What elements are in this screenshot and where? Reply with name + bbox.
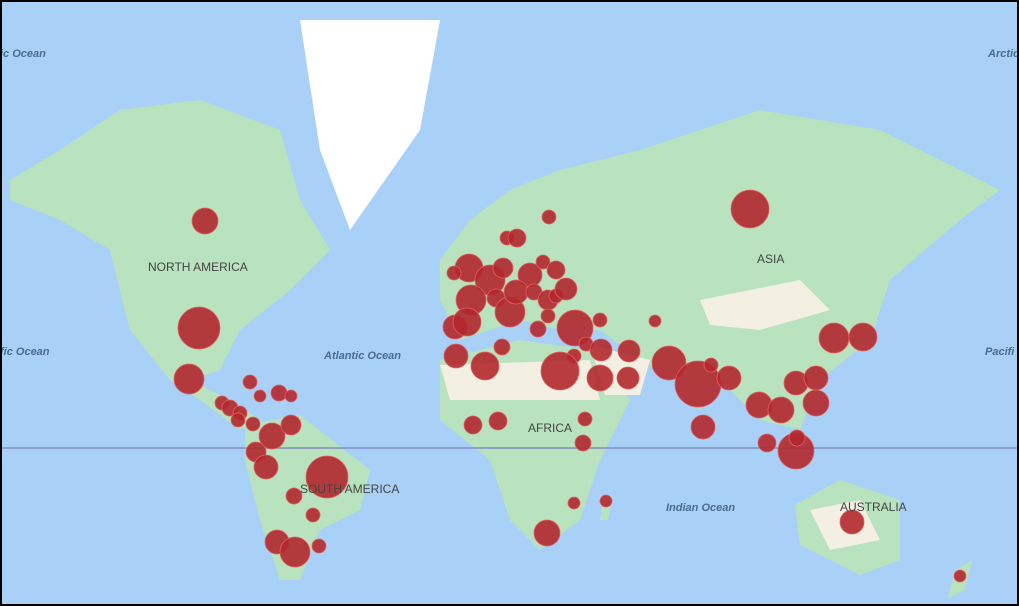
- greenland: [300, 20, 440, 230]
- bubble[interactable]: [535, 254, 551, 270]
- bubble[interactable]: [953, 569, 967, 583]
- bubble[interactable]: [586, 364, 614, 392]
- bubble[interactable]: [492, 257, 514, 279]
- bubble[interactable]: [529, 320, 547, 338]
- bubble[interactable]: [446, 265, 462, 281]
- ocean-label: Pacifi: [985, 346, 1015, 358]
- bubble[interactable]: [703, 357, 719, 373]
- bubble[interactable]: [258, 422, 286, 450]
- bubble[interactable]: [488, 411, 508, 431]
- bubble[interactable]: [270, 384, 288, 402]
- bubble[interactable]: [242, 374, 258, 390]
- bubble[interactable]: [452, 307, 482, 337]
- bubble[interactable]: [503, 279, 529, 305]
- bubble[interactable]: [470, 351, 500, 381]
- bubble[interactable]: [280, 414, 302, 436]
- bubble[interactable]: [690, 414, 716, 440]
- bubble[interactable]: [546, 260, 566, 280]
- eurasia: [440, 110, 1000, 430]
- bubble[interactable]: [540, 351, 580, 391]
- bubble[interactable]: [493, 338, 511, 356]
- bubble[interactable]: [177, 306, 221, 350]
- bubble[interactable]: [284, 389, 298, 403]
- bubble[interactable]: [589, 338, 613, 362]
- bubble[interactable]: [730, 189, 770, 229]
- bubble[interactable]: [574, 434, 592, 452]
- bubble[interactable]: [554, 277, 578, 301]
- bubble[interactable]: [279, 536, 311, 568]
- bubble[interactable]: [767, 396, 795, 424]
- bubble[interactable]: [285, 487, 303, 505]
- ocean-label: fic Ocean: [0, 346, 50, 358]
- bubble[interactable]: [541, 209, 557, 225]
- bubble[interactable]: [599, 494, 613, 508]
- bubble[interactable]: [463, 415, 483, 435]
- bubble[interactable]: [839, 509, 865, 535]
- ocean-label: Indian Ocean: [666, 502, 735, 514]
- bubble[interactable]: [253, 454, 279, 480]
- bubble[interactable]: [745, 391, 773, 419]
- continent-label: ASIA: [757, 252, 784, 266]
- continent-label: AUSTRALIA: [840, 500, 907, 514]
- ocean-label: Atlantic Ocean: [323, 350, 401, 362]
- bubble[interactable]: [305, 507, 321, 523]
- central-asia-desert: [700, 280, 830, 330]
- bubble[interactable]: [592, 312, 608, 328]
- bubble[interactable]: [311, 538, 327, 554]
- bubble[interactable]: [191, 207, 219, 235]
- bubble[interactable]: [716, 365, 742, 391]
- bubble[interactable]: [648, 314, 662, 328]
- continent-label: SOUTH AMERICA: [300, 482, 399, 496]
- bubble[interactable]: [567, 496, 581, 510]
- bubble[interactable]: [230, 412, 246, 428]
- bubbles: [173, 189, 967, 583]
- bubble[interactable]: [848, 322, 878, 352]
- bubble[interactable]: [651, 345, 687, 381]
- continent-label: AFRICA: [528, 421, 572, 435]
- bubble[interactable]: [803, 365, 829, 391]
- bubble[interactable]: [507, 228, 527, 248]
- bubble[interactable]: [577, 411, 593, 427]
- bubble[interactable]: [443, 343, 469, 369]
- bubble[interactable]: [617, 339, 641, 363]
- bubble[interactable]: [616, 366, 640, 390]
- ocean-label: ic Ocean: [0, 48, 46, 60]
- bubble[interactable]: [173, 363, 205, 395]
- bubble[interactable]: [245, 416, 261, 432]
- bubble[interactable]: [818, 322, 850, 354]
- bubble[interactable]: [533, 519, 561, 547]
- continent-label: NORTH AMERICA: [148, 260, 248, 274]
- bubble[interactable]: [788, 429, 806, 447]
- ocean-label: Arctic: [987, 48, 1019, 60]
- bubble[interactable]: [540, 308, 556, 324]
- bubble[interactable]: [757, 433, 777, 453]
- north-america: [10, 100, 330, 430]
- bubble[interactable]: [802, 389, 830, 417]
- bubble[interactable]: [253, 389, 267, 403]
- bubble[interactable]: [305, 455, 349, 499]
